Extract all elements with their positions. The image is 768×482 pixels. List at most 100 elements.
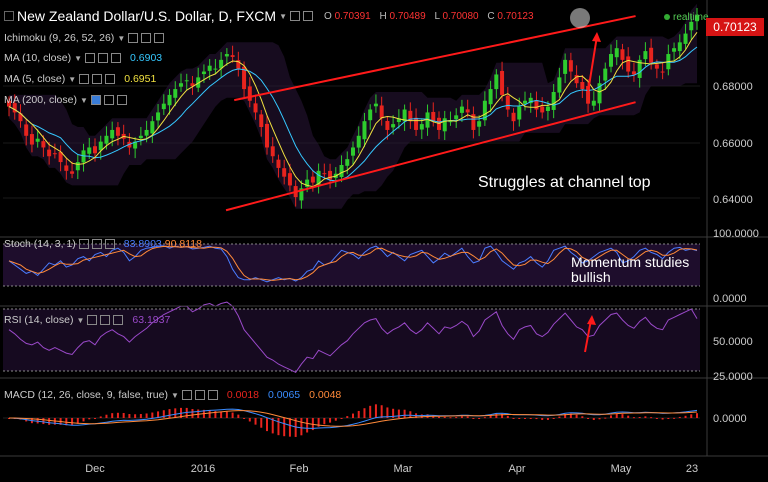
macd-hist-bar bbox=[575, 414, 578, 418]
candle-body bbox=[408, 110, 413, 122]
candle-body bbox=[156, 112, 161, 121]
gear-icon[interactable] bbox=[98, 53, 109, 63]
candle-body bbox=[643, 51, 648, 60]
gear-icon[interactable] bbox=[141, 33, 152, 43]
chevron-down-icon[interactable]: ▼ bbox=[79, 95, 88, 105]
macd-hist-bar bbox=[460, 416, 463, 418]
macd-hist-bar bbox=[214, 411, 217, 418]
legend-ma200[interactable]: MA (200, close) ▼ bbox=[4, 94, 127, 106]
candle-body bbox=[477, 121, 482, 127]
chevron-down-icon[interactable]: ▼ bbox=[170, 390, 179, 400]
candle-body bbox=[557, 77, 562, 93]
macd-value: 0.0065 bbox=[268, 389, 301, 401]
macd-hist-bar bbox=[569, 413, 572, 418]
candle-body bbox=[150, 121, 155, 134]
macd-hist-bar bbox=[363, 408, 366, 418]
macd-hist-bar bbox=[443, 416, 446, 418]
eye-icon[interactable] bbox=[90, 95, 101, 105]
macd-hist-bar bbox=[598, 418, 601, 420]
macd-hist-bar bbox=[197, 409, 200, 418]
close-icon[interactable] bbox=[113, 315, 124, 325]
candle-body bbox=[654, 64, 659, 69]
candle-body bbox=[7, 100, 11, 107]
settings-icon[interactable] bbox=[290, 11, 300, 21]
macd-hist-bar bbox=[667, 418, 670, 419]
arrow-head bbox=[587, 315, 596, 325]
candle-body bbox=[287, 173, 292, 186]
candle-body bbox=[161, 103, 166, 110]
close-icon[interactable] bbox=[111, 53, 122, 63]
legend-stoch[interactable]: Stoch (14, 3, 1) 83.8903 90.8118 bbox=[4, 238, 202, 250]
macd-hist-bar bbox=[145, 413, 148, 418]
eye-icon[interactable] bbox=[78, 239, 89, 249]
close-icon[interactable] bbox=[154, 33, 165, 43]
arrow-price-up bbox=[587, 35, 598, 93]
candle-body bbox=[276, 159, 281, 168]
chevron-down-icon[interactable]: ▼ bbox=[76, 315, 85, 325]
arrow-head bbox=[592, 32, 601, 42]
instrument-title[interactable]: New Zealand Dollar/U.S. Dollar, D, FXCM bbox=[17, 8, 277, 24]
close-icon[interactable] bbox=[207, 390, 218, 400]
legend-ma10[interactable]: MA (10, close) ▼ 0.6903 bbox=[4, 52, 163, 64]
candle-body bbox=[98, 141, 103, 151]
eye-icon[interactable] bbox=[79, 74, 90, 84]
collapse-icon[interactable] bbox=[4, 11, 14, 21]
gear-icon[interactable] bbox=[194, 390, 205, 400]
eye-icon[interactable] bbox=[87, 315, 98, 325]
stoch-tick-label: 0.0000 bbox=[713, 293, 747, 305]
macd-hist-bar bbox=[99, 416, 102, 418]
chevron-down-icon[interactable]: ▼ bbox=[74, 53, 83, 63]
ma5-line bbox=[8, 32, 698, 188]
chevron-down-icon[interactable]: ▼ bbox=[279, 11, 287, 21]
macd-hist-value: 0.0018 bbox=[226, 389, 260, 401]
candle-body bbox=[454, 115, 459, 120]
macd-hist-bar bbox=[632, 417, 635, 419]
candle-body bbox=[236, 60, 241, 69]
candle-body bbox=[356, 135, 361, 148]
legend-macd[interactable]: MACD (12, 26, close, 9, false, true) ▼ 0… bbox=[4, 389, 342, 401]
channel-line-upper bbox=[234, 15, 636, 102]
gear-icon[interactable] bbox=[103, 95, 114, 105]
candle-body bbox=[47, 149, 52, 157]
x-tick-label: 2016 bbox=[191, 463, 215, 475]
macd-hist-bar bbox=[650, 417, 653, 419]
gear-icon[interactable] bbox=[303, 11, 313, 21]
realtime-indicator: realtime bbox=[664, 12, 709, 23]
macd-hist-bar bbox=[111, 413, 114, 418]
candle-body bbox=[396, 118, 401, 123]
close-icon[interactable] bbox=[105, 74, 116, 84]
gear-icon[interactable] bbox=[100, 315, 111, 325]
eye-icon[interactable] bbox=[85, 53, 96, 63]
gear-icon[interactable] bbox=[91, 239, 102, 249]
macd-hist-bar bbox=[512, 418, 515, 419]
annotation-channel: Struggles at channel top bbox=[478, 174, 651, 191]
candle-body bbox=[540, 106, 545, 113]
legend-ichimoku[interactable]: Ichimoku (9, 26, 52, 26) ▼ bbox=[4, 32, 165, 44]
macd-hist-bar bbox=[558, 416, 561, 418]
candle-body bbox=[184, 80, 189, 82]
gear-icon[interactable] bbox=[92, 74, 103, 84]
macd-hist-bar bbox=[357, 410, 360, 418]
highlight-circle bbox=[570, 8, 590, 28]
macd-hist-bar bbox=[231, 412, 234, 418]
macd-hist-bar bbox=[397, 409, 400, 418]
high-value: 0.70489 bbox=[389, 10, 426, 22]
legend-rsi[interactable]: RSI (14, close) ▼ 63.1937 bbox=[4, 314, 171, 326]
candle-body bbox=[379, 105, 384, 119]
rsi-band bbox=[3, 309, 700, 371]
eye-icon[interactable] bbox=[128, 33, 139, 43]
close-icon[interactable] bbox=[116, 95, 127, 105]
chevron-down-icon[interactable]: ▼ bbox=[68, 74, 77, 84]
rsi-tick-label: 50.0000 bbox=[713, 336, 753, 348]
chevron-down-icon[interactable]: ▼ bbox=[117, 33, 126, 43]
candle-body bbox=[115, 127, 120, 136]
eye-icon[interactable] bbox=[181, 390, 192, 400]
candlesticks bbox=[7, 8, 699, 209]
macd-hist-bar bbox=[638, 417, 641, 419]
close-icon[interactable] bbox=[104, 239, 115, 249]
legend-ma5[interactable]: MA (5, close) ▼ 0.6951 bbox=[4, 73, 157, 85]
macd-tick-label: 0.0000 bbox=[713, 413, 747, 425]
candle-body bbox=[64, 165, 69, 171]
price-tick-label: 0.68000 bbox=[713, 81, 753, 93]
macd-hist-bar bbox=[65, 418, 68, 426]
